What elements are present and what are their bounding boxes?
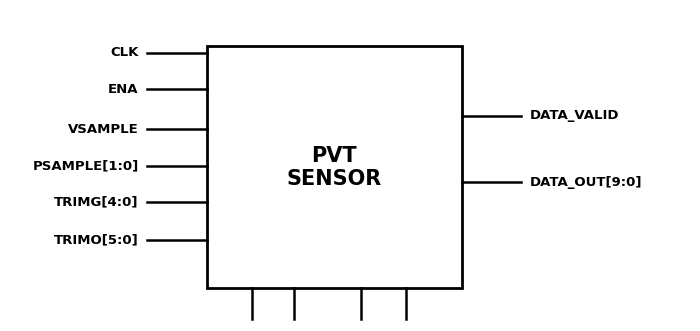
Text: PSAMPLE[1:0]: PSAMPLE[1:0] <box>32 159 139 172</box>
Text: DATA_OUT[9:0]: DATA_OUT[9:0] <box>530 175 643 189</box>
Text: VSAMPLE: VSAMPLE <box>68 122 139 136</box>
Text: PVT
SENSOR: PVT SENSOR <box>286 146 382 189</box>
Text: ENA: ENA <box>108 83 139 96</box>
Text: CLK: CLK <box>110 46 139 60</box>
Text: TRIMG[4:0]: TRIMG[4:0] <box>54 195 139 209</box>
Text: DATA_VALID: DATA_VALID <box>530 109 620 122</box>
Bar <box>206 46 462 288</box>
Text: TRIMO[5:0]: TRIMO[5:0] <box>54 233 139 247</box>
